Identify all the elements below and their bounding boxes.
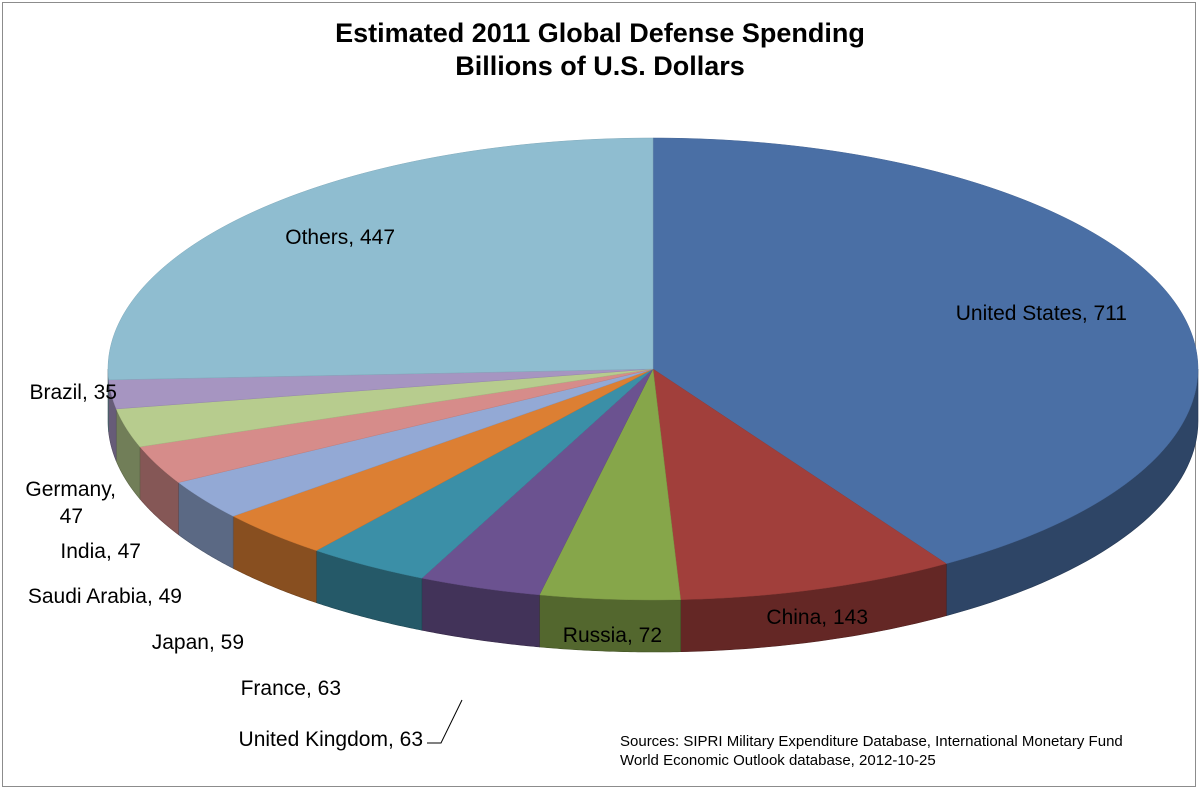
- data-label-united-kingdom: United Kingdom, 63: [239, 728, 423, 751]
- data-label-china: China, 143: [766, 606, 868, 629]
- leader-line-united-kingdom: [427, 699, 463, 744]
- chart-title: Estimated 2011 Global Defense Spending: [335, 18, 865, 48]
- source-note-line-2: World Economic Outlook database, 2012-10…: [620, 752, 936, 769]
- slice-united-kingdom: [421, 368, 654, 596]
- slice-france: [315, 368, 654, 579]
- slice-india: [139, 368, 654, 483]
- slice-brazil: [108, 368, 654, 410]
- slice-saudi-arabia: [177, 368, 654, 517]
- data-label-saudi-arabia: Saudi Arabia, 49: [28, 585, 182, 608]
- data-label-others: Others, 447: [285, 226, 395, 249]
- slice-japan: [232, 368, 654, 551]
- data-label-russia: Russia, 72: [563, 624, 662, 647]
- slice-united-states: [652, 137, 1199, 564]
- chart-subtitle: Billions of U.S. Dollars: [455, 51, 745, 81]
- slice-russia: [539, 368, 681, 601]
- data-label-india: India, 47: [60, 540, 141, 563]
- data-label-united-states: United States, 711: [956, 302, 1127, 325]
- slice-germany: [115, 368, 654, 448]
- data-label-france: France, 63: [241, 677, 341, 700]
- slice-others: [107, 137, 654, 381]
- data-label-brazil: Brazil, 35: [29, 381, 117, 404]
- slice-china: [652, 368, 947, 600]
- data-label-germany: Germany, 47: [25, 478, 116, 528]
- data-label-japan: Japan, 59: [152, 631, 244, 654]
- source-note-line-1: Sources: SIPRI Military Expenditure Data…: [620, 733, 1123, 750]
